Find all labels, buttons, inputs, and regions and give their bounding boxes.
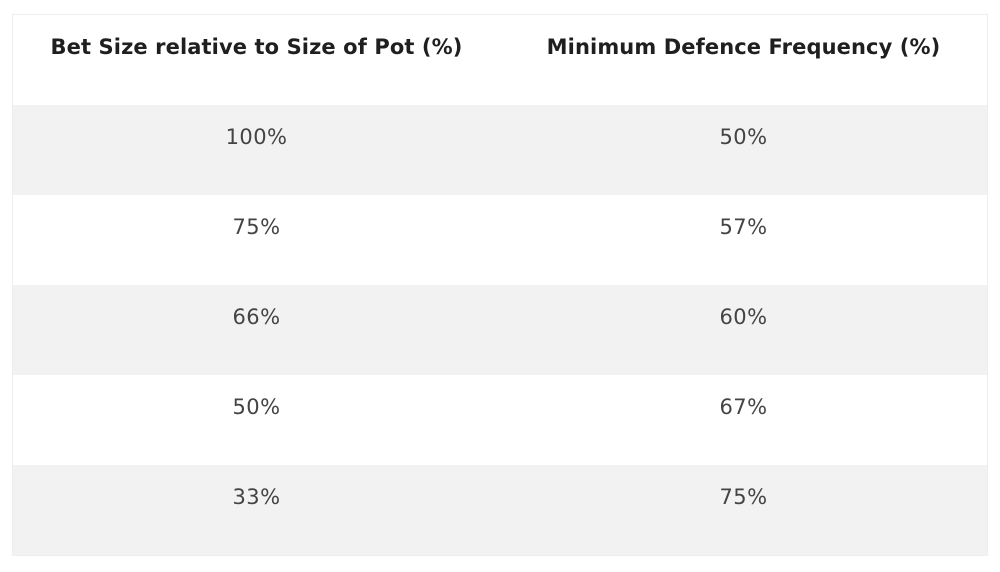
mdf-cell: 50% xyxy=(500,105,987,195)
mdf-value: 67% xyxy=(719,395,768,419)
mdf-value: 75% xyxy=(719,485,768,509)
mdf-value: 57% xyxy=(719,215,768,239)
bet-size-cell: 100% xyxy=(13,105,500,195)
bet-size-value: 100% xyxy=(225,125,288,149)
bet-size-cell: 66% xyxy=(13,285,500,375)
header-row: Bet Size relative to Size of Pot (%) Min… xyxy=(13,15,987,105)
mdf-cell: 67% xyxy=(500,375,987,465)
bet-size-cell: 75% xyxy=(13,195,500,285)
mdf-value: 50% xyxy=(719,125,768,149)
header-mdf-label: Minimum Defence Frequency (%) xyxy=(546,35,941,59)
bet-size-cell: 50% xyxy=(13,375,500,465)
bet-size-value: 66% xyxy=(232,305,281,329)
table-header: Bet Size relative to Size of Pot (%) Min… xyxy=(13,15,987,105)
table-row: 75% 57% xyxy=(13,195,987,285)
bet-size-value: 33% xyxy=(232,485,281,509)
mdf-cell: 75% xyxy=(500,465,987,555)
header-bet-size: Bet Size relative to Size of Pot (%) xyxy=(13,15,500,105)
table-row: 50% 67% xyxy=(13,375,987,465)
header-mdf: Minimum Defence Frequency (%) xyxy=(500,15,987,105)
mdf-value: 60% xyxy=(719,305,768,329)
table-row: 100% 50% xyxy=(13,105,987,195)
mdf-table-container: Bet Size relative to Size of Pot (%) Min… xyxy=(12,14,988,556)
header-bet-size-label: Bet Size relative to Size of Pot (%) xyxy=(50,35,463,59)
table-row: 33% 75% xyxy=(13,465,987,555)
bet-size-value: 50% xyxy=(232,395,281,419)
table-row: 66% 60% xyxy=(13,285,987,375)
bet-size-cell: 33% xyxy=(13,465,500,555)
bet-size-value: 75% xyxy=(232,215,281,239)
mdf-cell: 60% xyxy=(500,285,987,375)
table-body: 100% 50% 75% 57% 66% 60% 50% 67% 33% 7 xyxy=(13,105,987,555)
mdf-cell: 57% xyxy=(500,195,987,285)
mdf-table: Bet Size relative to Size of Pot (%) Min… xyxy=(13,15,987,555)
